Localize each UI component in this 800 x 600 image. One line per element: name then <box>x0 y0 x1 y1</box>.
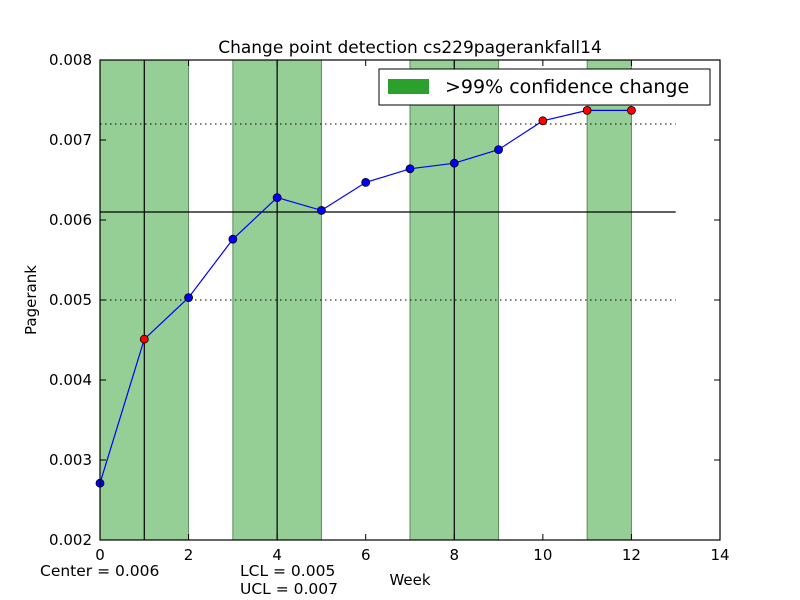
legend-box <box>378 68 711 106</box>
data-point-5 <box>317 205 326 215</box>
legend-swatch <box>388 79 429 94</box>
y-axis-label: Pagerank <box>22 265 40 335</box>
x-tick-label-7: 14 <box>710 546 729 564</box>
data-point-6 <box>361 177 371 187</box>
change-region-3 <box>586 59 632 541</box>
data-point-9 <box>494 145 503 155</box>
x-tick-label-4: 8 <box>450 546 460 564</box>
data-point-3 <box>228 234 238 244</box>
data-point-8 <box>449 158 459 168</box>
x-tick-label-2: 4 <box>272 546 282 564</box>
x-tick-label-3: 6 <box>361 546 371 564</box>
x-tick-label-0: 0 <box>95 546 105 564</box>
y-tick-label-1: 0.003 <box>49 451 92 469</box>
x-tick-label-6: 12 <box>622 546 641 564</box>
legend: >99% confidence change <box>378 68 711 106</box>
x-tick-label-1: 2 <box>184 546 194 564</box>
center-value: Center = 0.006 <box>40 562 160 580</box>
y-tick-label-4: 0.006 <box>49 211 92 229</box>
data-point-4 <box>272 193 282 203</box>
y-tick-label-0: 0.002 <box>49 531 92 549</box>
ucl-value: UCL = 0.007 <box>240 580 339 598</box>
y-tick-label-3: 0.005 <box>49 291 92 309</box>
chart-title: Change point detection cs229pagerankfall… <box>218 38 602 58</box>
y-tick-label-6: 0.008 <box>49 51 92 69</box>
data-point-12 <box>627 106 636 115</box>
data-series <box>95 106 636 488</box>
y-tick-label-2: 0.004 <box>49 371 92 389</box>
data-point-2 <box>184 293 193 303</box>
data-point-1 <box>139 334 149 344</box>
reference-lines <box>100 60 676 540</box>
axis-ticks: 0 2 4 6 8 10 12 14 0.002 0.003 0.004 0.005 0.006 0.00… <box>49 51 730 564</box>
legend-label: >99% confidence change <box>445 76 689 98</box>
lcl-value: LCL = 0.005 <box>240 562 336 580</box>
data-point-11 <box>582 106 592 115</box>
y-tick-label-5: 0.007 <box>49 131 92 149</box>
data-point-7 <box>405 164 415 174</box>
data-point-10 <box>538 116 548 126</box>
x-tick-label-5: 10 <box>533 546 552 564</box>
x-axis-label: Week <box>389 571 430 589</box>
